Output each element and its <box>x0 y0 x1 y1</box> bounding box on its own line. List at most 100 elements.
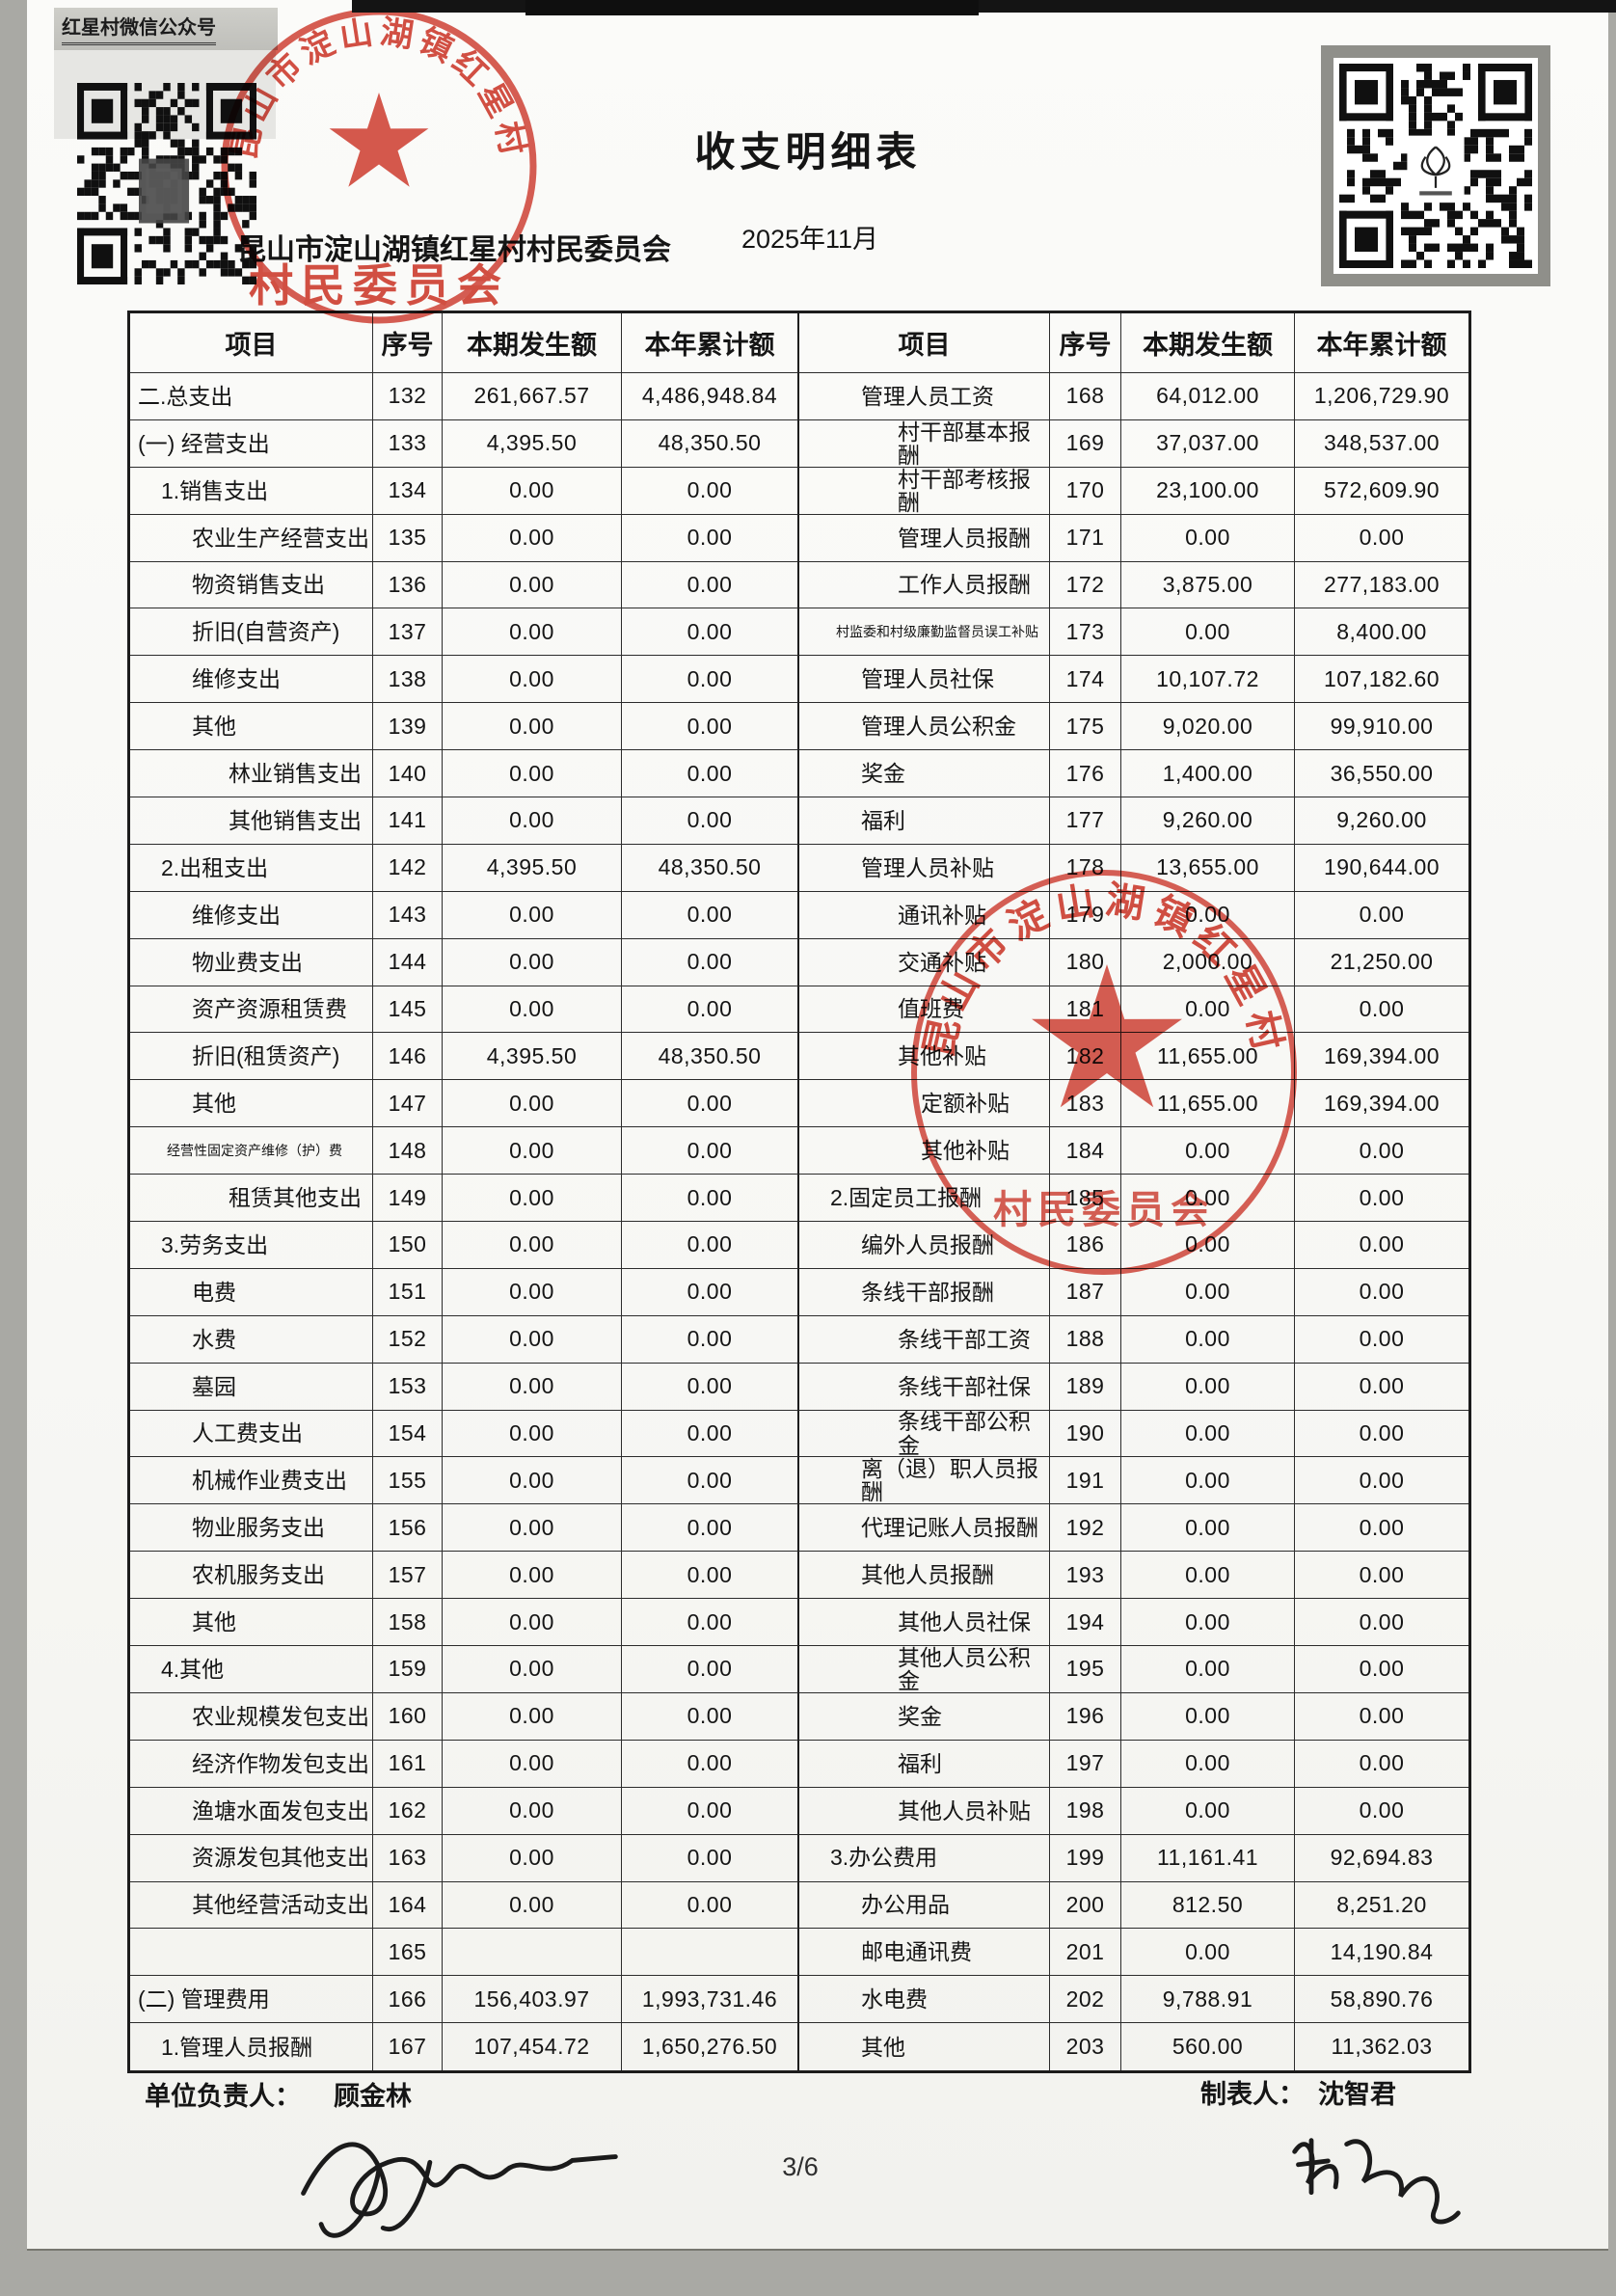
row-seq: 151 <box>373 1268 443 1316</box>
row-amount-ytd <box>622 1929 799 1977</box>
row-item-label: 村监委和村级廉勤监督员误工补贴 <box>799 608 1050 657</box>
row-amount-current: 23,100.00 <box>1121 467 1295 515</box>
row-amount-current: 0.00 <box>1121 1740 1295 1788</box>
row-seq: 156 <box>373 1504 443 1553</box>
row-item-label: 电费 <box>130 1268 373 1316</box>
row-amount-ytd: 0.00 <box>622 514 799 562</box>
row-seq: 172 <box>1050 561 1121 609</box>
row-amount-ytd: 0.00 <box>1295 1599 1468 1647</box>
row-seq: 189 <box>1050 1363 1121 1411</box>
row-amount-current: 0.00 <box>1121 608 1295 657</box>
row-amount-current <box>443 1929 622 1977</box>
column-header: 项目 <box>130 313 373 373</box>
row-seq: 153 <box>373 1363 443 1411</box>
row-item-label: 其他 <box>130 703 373 751</box>
row-seq: 138 <box>373 656 443 704</box>
row-amount-ytd: 190,644.00 <box>1295 845 1468 892</box>
row-amount-current: 9,260.00 <box>1121 797 1295 845</box>
row-item-label: 条线干部报酬 <box>799 1268 1050 1316</box>
row-amount-current: 0.00 <box>1121 1363 1295 1411</box>
row-item-label: 其他补贴 <box>799 1033 1050 1081</box>
row-item-label: 机械作业费支出 <box>130 1457 373 1505</box>
row-seq: 146 <box>373 1033 443 1081</box>
row-amount-current: 261,667.57 <box>443 373 622 420</box>
row-item-label: 其他人员补贴 <box>799 1787 1050 1835</box>
row-seq: 150 <box>373 1222 443 1269</box>
row-amount-ytd: 0.00 <box>1295 1127 1468 1175</box>
row-item-label: 福利 <box>799 797 1050 845</box>
page-number: 3/6 <box>782 2152 819 2181</box>
row-amount-current: 812.50 <box>1121 1881 1295 1930</box>
row-seq: 133 <box>373 419 443 468</box>
row-item-label: 管理人员报酬 <box>799 514 1050 562</box>
row-seq: 159 <box>373 1646 443 1693</box>
row-amount-ytd: 92,694.83 <box>1295 1835 1468 1882</box>
row-amount-ytd: 14,190.84 <box>1295 1929 1468 1977</box>
row-seq: 190 <box>1050 1410 1121 1458</box>
row-amount-ytd: 169,394.00 <box>1295 1033 1468 1081</box>
row-amount-current: 3,875.00 <box>1121 561 1295 609</box>
row-amount-ytd: 0.00 <box>1295 1504 1468 1553</box>
row-item-label: 编外人员报酬 <box>799 1222 1050 1269</box>
row-amount-current: 0.00 <box>1121 1552 1295 1600</box>
row-item-label: 其他经营活动支出 <box>130 1881 373 1930</box>
row-amount-current: 4,395.50 <box>443 419 622 468</box>
row-item-label: 交通补贴 <box>799 938 1050 986</box>
row-amount-ytd: 0.00 <box>1295 1693 1468 1741</box>
row-amount-ytd: 48,350.50 <box>622 1033 799 1081</box>
row-amount-current: 0.00 <box>1121 1646 1295 1693</box>
row-item-label: 4.其他 <box>130 1646 373 1693</box>
row-item-label: 2.固定员工报酬 <box>799 1175 1050 1223</box>
row-item-label: 其他人员公积金 <box>799 1646 1050 1693</box>
flower-logo-icon <box>1420 146 1451 188</box>
row-item-label: 福利 <box>799 1740 1050 1788</box>
row-amount-ytd: 0.00 <box>1295 1175 1468 1223</box>
row-amount-current: 0.00 <box>443 1552 622 1600</box>
row-amount-ytd: 1,650,276.50 <box>622 2023 799 2071</box>
row-item-label: (一) 经营支出 <box>130 419 373 468</box>
row-amount-ytd: 0.00 <box>1295 986 1468 1034</box>
row-seq: 152 <box>373 1315 443 1364</box>
row-seq: 139 <box>373 703 443 751</box>
row-amount-current: 0.00 <box>443 1692 622 1741</box>
row-amount-current: 13,655.00 <box>1121 844 1295 892</box>
row-item-label: 管理人员公积金 <box>799 703 1050 751</box>
row-seq: 158 <box>373 1599 443 1647</box>
row-amount-ytd: 48,350.50 <box>622 419 799 468</box>
row-amount-ytd: 1,993,731.46 <box>622 1976 799 2024</box>
row-amount-current: 9,788.91 <box>1121 1976 1295 2024</box>
row-amount-ytd: 0.00 <box>1295 1646 1468 1693</box>
row-amount-ytd: 0.00 <box>1295 1457 1468 1505</box>
unit-head-signature <box>301 2142 618 2238</box>
row-amount-ytd: 0.00 <box>622 656 799 704</box>
row-amount-ytd: 0.00 <box>622 891 799 939</box>
row-seq: 177 <box>1050 797 1121 845</box>
row-amount-ytd: 0.00 <box>622 1363 799 1411</box>
row-amount-current: 0.00 <box>443 1363 622 1411</box>
preparer-line: 制表人： 沈智君 <box>1200 2073 1396 2111</box>
row-seq: 168 <box>1050 373 1121 420</box>
row-amount-current: 11,655.00 <box>1121 1080 1295 1128</box>
column-header: 项目 <box>799 313 1050 373</box>
row-seq: 186 <box>1050 1222 1121 1269</box>
column-header: 本年累计额 <box>1295 313 1468 373</box>
row-item-label: 其他人员社保 <box>799 1599 1050 1647</box>
row-seq: 197 <box>1050 1740 1121 1788</box>
row-amount-ytd: 99,910.00 <box>1295 703 1468 751</box>
row-item-label: 工作人员报酬 <box>799 561 1050 609</box>
row-amount-current: 0.00 <box>443 1127 622 1175</box>
row-item-label: 奖金 <box>799 750 1050 798</box>
row-amount-current: 0.00 <box>1121 1222 1295 1269</box>
row-item-label: 定额补贴 <box>799 1080 1050 1128</box>
preparer-label: 制表人： <box>1200 2080 1305 2109</box>
row-item-label: 渔塘水面发包支出 <box>130 1787 373 1835</box>
row-seq: 192 <box>1050 1504 1121 1553</box>
row-item-label: 3.办公费用 <box>799 1834 1050 1882</box>
unit-head-name: 顾金林 <box>334 2082 412 2111</box>
row-amount-current: 156,403.97 <box>443 1976 622 2024</box>
row-amount-current: 10,107.72 <box>1121 656 1295 704</box>
row-amount-ytd: 0.00 <box>622 1740 799 1788</box>
row-item-label: 物业费支出 <box>130 938 373 986</box>
row-seq: 134 <box>373 467 443 515</box>
row-seq: 195 <box>1050 1646 1121 1693</box>
